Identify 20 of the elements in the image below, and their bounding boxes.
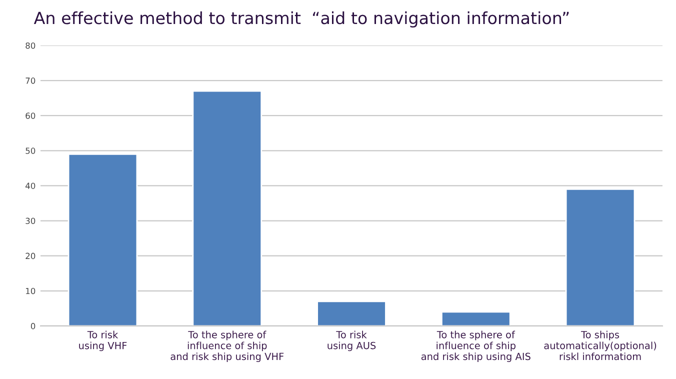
y-tick-label: 0 [30, 322, 36, 330]
y-tick-label: 80 [26, 42, 36, 49]
x-tick-label: To the sphere of influence of ship and risk ship using VHF [170, 330, 284, 362]
y-tick-label: 40 [26, 182, 36, 189]
bar [441, 311, 511, 326]
bar [68, 153, 138, 326]
bar [192, 90, 262, 326]
y-tick-label: 10 [26, 288, 36, 294]
y-tick-label: 50 [26, 148, 36, 154]
chart-title: An effective method to transmit “aid to navigation information” [34, 11, 569, 28]
x-tick-label: To the sphere of influence of ship and risk ship using AIS [421, 330, 530, 362]
y-tick-label: 60 [26, 112, 36, 119]
x-tick-label: To risk using AUS [328, 330, 376, 352]
x-tick-label: To risk using VHF [79, 330, 127, 352]
bar [316, 300, 386, 326]
x-tick-label: To ships automatically(optional) riskl informatiom [544, 330, 656, 360]
bar [565, 188, 636, 326]
y-tick-label: 70 [26, 78, 36, 84]
y-tick-label: 20 [26, 252, 36, 260]
y-tick-label: 30 [26, 218, 36, 224]
